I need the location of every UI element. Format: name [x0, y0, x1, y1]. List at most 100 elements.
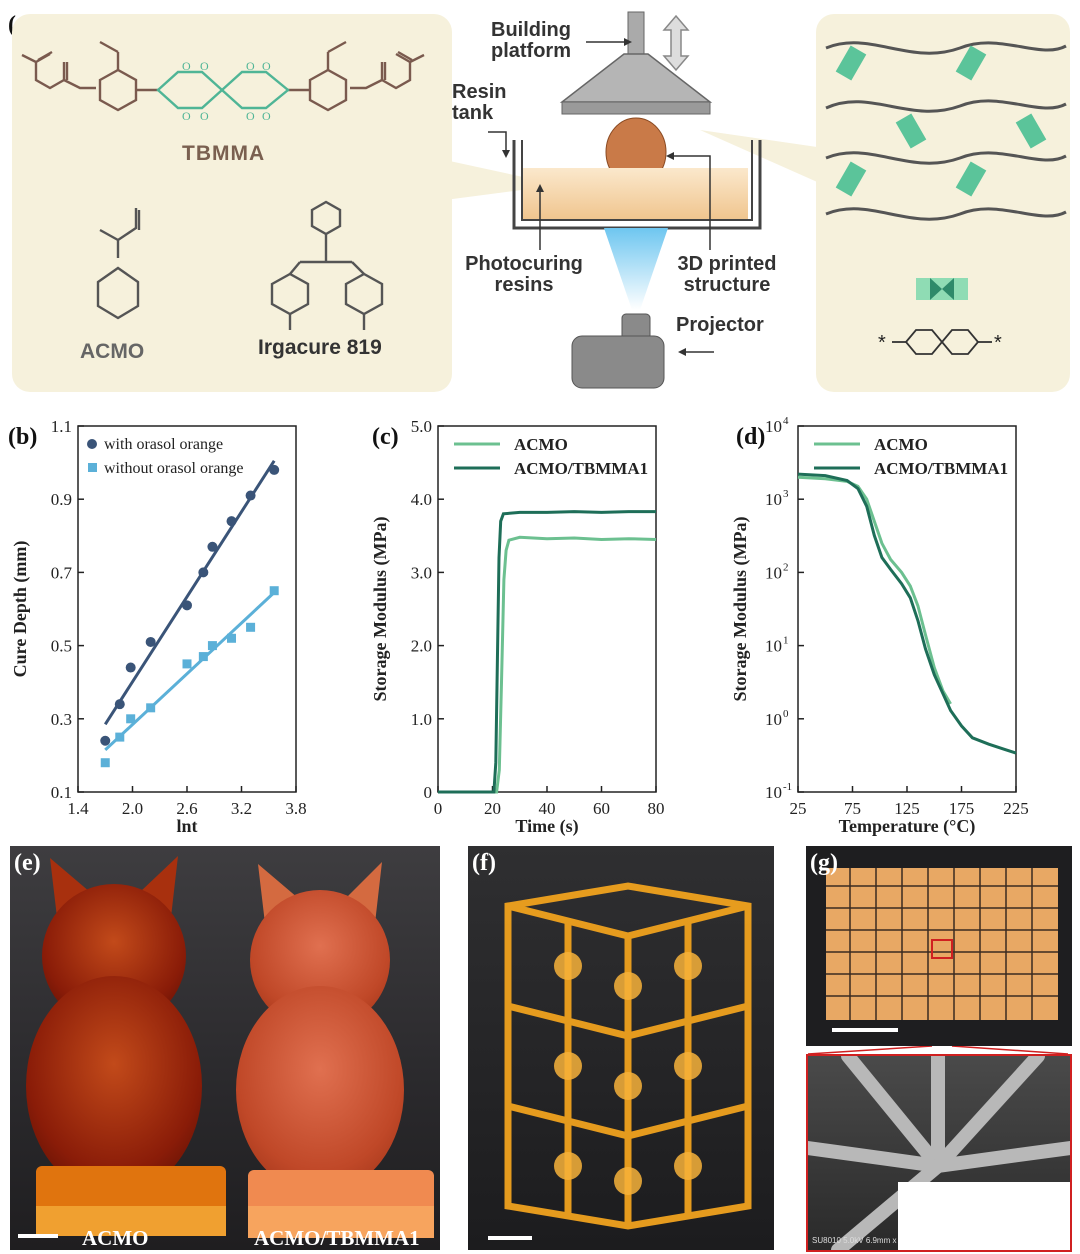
x-axis-label: Temperature (°C) — [839, 816, 976, 837]
sem-image: SU8010 5.0kV 6.9mm x — [806, 1054, 1072, 1252]
fit-line — [103, 459, 276, 726]
owl-right-icon — [236, 862, 434, 1238]
oxygen-label: O — [200, 109, 209, 123]
y-tick-label: 10 — [765, 783, 782, 802]
data-point — [182, 659, 192, 669]
owl-left-icon — [26, 856, 226, 1236]
panel-e-photo: ACMO ACMO/TBMMA1 — [10, 846, 440, 1250]
y-tick-label: 1.1 — [51, 417, 72, 436]
legend-marker — [88, 463, 97, 472]
y-tick-label: 10 — [765, 490, 782, 509]
scale-bar-f — [488, 1236, 532, 1240]
crosslinks — [835, 45, 1047, 197]
oxygen-label: O — [262, 109, 271, 123]
spiro-unit-icon — [892, 329, 992, 355]
oxygen-label: O — [182, 109, 191, 123]
y-tick-label: 4.0 — [411, 490, 432, 509]
sem-strut-junction — [808, 1056, 1070, 1250]
x-tick-label: 60 — [593, 799, 610, 818]
owl-figurines — [18, 856, 434, 1238]
acmo-molecule — [96, 208, 141, 320]
panel-d-label: (d) — [736, 424, 766, 450]
y-tick-label: 0.1 — [51, 783, 72, 802]
data-point — [207, 641, 217, 651]
network-box — [816, 14, 1070, 392]
y-tick-exponent: 3 — [783, 488, 789, 500]
plot-frame — [437, 425, 657, 793]
x-tick-label: 175 — [949, 799, 975, 818]
structure-label: 3D printed structure — [677, 253, 777, 296]
x-tick-label: 3.2 — [231, 799, 252, 818]
irgacure-label: Irgacure 819 — [258, 336, 382, 359]
spiro-star-left: * — [878, 332, 886, 354]
irgacure-molecule — [270, 200, 384, 330]
spiro-star-right: * — [994, 332, 1002, 354]
oxygen-label: O — [246, 59, 255, 73]
y-tick-label: 10 — [765, 637, 782, 656]
resin-tank-label: Resin tank — [452, 81, 507, 124]
up-down-arrow-icon — [662, 14, 690, 72]
y-tick-label: 0 — [424, 783, 433, 802]
panel-f-label: (f) — [472, 850, 496, 876]
sem-info-bar — [898, 1182, 1070, 1250]
projector-icon — [571, 335, 665, 389]
x-tick-label: 3.8 — [285, 799, 306, 818]
x-axis-label: Time (s) — [515, 816, 578, 837]
data-point — [245, 490, 256, 501]
x-axis-label: lnt — [176, 816, 197, 836]
panel-b-label: (b) — [8, 424, 38, 450]
data-point — [125, 662, 136, 673]
y-tick-label: 10 — [765, 417, 782, 436]
callout-wedge-left — [445, 160, 560, 200]
series-line — [797, 475, 952, 705]
y-tick-label: 2.0 — [411, 637, 432, 656]
y-axis-label: Storage Modulus (MPa) — [730, 517, 751, 702]
y-tick-exponent: 0 — [783, 708, 789, 720]
oxygen-label: O — [200, 59, 209, 73]
data-point — [182, 600, 192, 611]
data-point — [115, 732, 125, 742]
owl-right-caption: ACMO/TBMMA1 — [254, 1226, 420, 1250]
zoom-region — [931, 939, 953, 959]
data-point — [145, 636, 156, 647]
x-tick-label: 75 — [844, 799, 861, 818]
photocuring-label: Photocuring resins — [465, 253, 583, 296]
x-tick-label: 80 — [648, 799, 665, 818]
y-tick-label: 10 — [765, 563, 782, 582]
data-point — [269, 464, 280, 475]
acmo-label: ACMO — [80, 340, 145, 363]
legend-marker — [87, 439, 97, 449]
y-tick-label: 0.3 — [51, 710, 72, 729]
x-tick-label: 125 — [894, 799, 920, 818]
x-tick-label: 40 — [539, 799, 556, 818]
data-point — [207, 541, 218, 552]
legend-label: ACMO/TBMMA1 — [514, 459, 648, 478]
tbmma-label: TBMMA — [182, 142, 266, 165]
panel-g-label: (g) — [810, 850, 838, 876]
y-tick-label: 0.7 — [51, 563, 73, 582]
x-tick-label: 1.4 — [67, 799, 89, 818]
y-tick-exponent: -1 — [783, 781, 792, 793]
chart-c: 0 20 40 60 80 0 1.0 2.0 3.0 4.0 5.0 Time (s) Storage… — [370, 417, 665, 837]
fit-line — [104, 591, 276, 752]
x-tick-label: 2.6 — [176, 799, 197, 818]
x-tick-label: 25 — [790, 799, 807, 818]
panel-e-label: (e) — [14, 850, 41, 876]
projector-label: Projector — [676, 314, 764, 336]
spiroacetal-core — [156, 70, 290, 110]
panel-c-label: (c) — [372, 424, 399, 450]
x-tick-label: 20 — [484, 799, 501, 818]
light-beam — [604, 228, 668, 310]
y-tick-label: 0.9 — [51, 490, 72, 509]
series-line — [797, 472, 1017, 755]
x-tick-label: 2.0 — [122, 799, 143, 818]
lattice-structure — [488, 882, 752, 1240]
y-tick-label: 3.0 — [411, 563, 432, 582]
tbmma-molecule — [21, 40, 425, 112]
printer-schematic — [488, 11, 762, 389]
polymer-network — [825, 41, 1067, 221]
data-point — [100, 758, 110, 768]
series-line — [438, 535, 657, 794]
data-point — [269, 586, 279, 596]
